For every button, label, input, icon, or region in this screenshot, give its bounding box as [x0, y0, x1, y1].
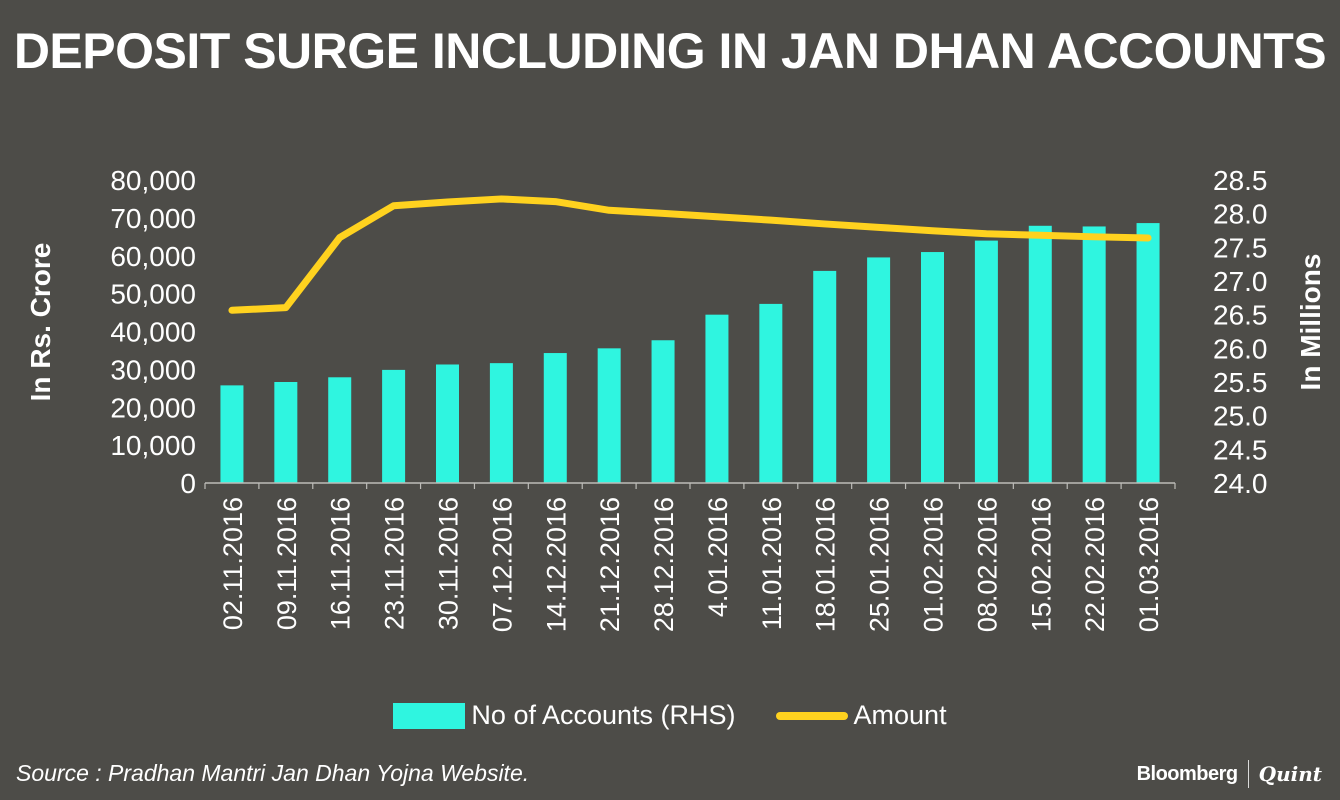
bar-series — [220, 223, 1160, 484]
y-tick-label-right: 28.5 — [1213, 165, 1268, 196]
y-tick-label-right: 24.0 — [1213, 468, 1268, 499]
x-tick-label: 07.12.2016 — [487, 497, 517, 632]
bar-accounts — [867, 257, 891, 483]
y-tick-label-right: 27.5 — [1213, 232, 1268, 263]
legend-item-amount: Amount — [775, 700, 947, 731]
brand-primary: Bloomberg — [1136, 762, 1239, 785]
bar-accounts — [543, 353, 567, 483]
x-tick-label: 4.01.2016 — [703, 497, 733, 617]
legend-label-accounts: No of Accounts (RHS) — [471, 700, 736, 730]
bar-accounts — [382, 369, 406, 483]
legend-swatch-amount — [775, 711, 848, 720]
bar-accounts — [220, 385, 244, 483]
bar-accounts — [436, 364, 459, 483]
y-tick-label-left: 0 — [180, 468, 196, 499]
y-tick-label-left: 10,000 — [110, 430, 196, 461]
y-tick-label-right: 25.0 — [1213, 401, 1268, 432]
x-tick-label: 01.02.2016 — [919, 497, 949, 632]
x-tick-label: 28.12.2016 — [649, 497, 679, 632]
bar-accounts — [597, 348, 621, 483]
y-axis-title-right: In Millions — [1295, 254, 1326, 391]
x-tick-label: 18.01.2016 — [811, 497, 841, 632]
x-tick-label: 09.11.2016 — [272, 497, 302, 630]
bar-accounts — [1028, 225, 1052, 483]
bar-accounts — [274, 382, 298, 483]
y-axis-title-left: In Rs. Crore — [25, 243, 56, 402]
bar-accounts — [1082, 226, 1106, 483]
y-tick-label-left: 60,000 — [110, 241, 196, 272]
x-tick-label: 15.02.2016 — [1026, 497, 1056, 632]
y-tick-label-right: 24.5 — [1213, 434, 1268, 465]
bar-accounts — [651, 340, 675, 483]
legend-swatch-accounts — [393, 702, 466, 729]
x-tick-label: 22.02.2016 — [1080, 497, 1110, 632]
legend: No of Accounts (RHS) Amount — [0, 700, 1340, 731]
y-tick-label-right: 28.0 — [1213, 199, 1268, 230]
bar-accounts — [759, 303, 783, 483]
axes — [204, 482, 1176, 489]
x-tick-label: 11.01.2016 — [757, 497, 787, 630]
line-series — [228, 195, 1152, 314]
bar-accounts — [489, 363, 513, 483]
x-tick-label: 25.01.2016 — [865, 497, 895, 632]
source-note: Source : Pradhan Mantri Jan Dhan Yojna W… — [16, 760, 530, 786]
brand-logo: Bloomberg Quint — [1137, 760, 1322, 788]
x-tick-label: 23.11.2016 — [380, 497, 410, 630]
y-tick-label-left: 40,000 — [110, 317, 196, 348]
y-tick-label-left: 20,000 — [110, 392, 196, 423]
bar-accounts — [974, 240, 998, 483]
x-tick-label: 08.02.2016 — [972, 497, 1002, 632]
legend-label-amount: Amount — [853, 700, 947, 730]
y-tick-label-right: 25.5 — [1213, 367, 1268, 398]
bar-accounts — [921, 252, 944, 483]
y-tick-label-left: 70,000 — [110, 203, 196, 234]
x-tick-label: 21.12.2016 — [595, 497, 625, 632]
x-tick-label: 02.11.2016 — [218, 497, 248, 630]
bar-accounts — [813, 270, 837, 483]
legend-item-accounts: No of Accounts (RHS) — [393, 700, 736, 731]
y-tick-label-left: 30,000 — [110, 354, 196, 385]
x-tick-label: 30.11.2016 — [434, 497, 464, 630]
x-tick-label: 14.12.2016 — [541, 497, 571, 632]
y-tick-label-right: 26.5 — [1213, 300, 1268, 331]
line-amount — [228, 195, 1152, 314]
bar-accounts — [328, 377, 352, 483]
brand-divider — [1247, 760, 1249, 788]
y-tick-label-right: 26.0 — [1213, 333, 1268, 364]
chart-title: DEPOSIT SURGE INCLUDING IN JAN DHAN ACCO… — [13, 23, 1327, 79]
x-tick-label: 01.03.2016 — [1134, 497, 1164, 632]
bar-accounts — [1136, 223, 1160, 484]
bar-accounts — [705, 314, 729, 483]
combo-chart: 0 10,000 20,000 30,000 40,000 50,000 60,000 70,… — [25, 165, 1326, 632]
brand-secondary: Quint — [1258, 762, 1322, 786]
y-tick-label-left: 50,000 — [110, 279, 196, 310]
axis-labels: 0 10,000 20,000 30,000 40,000 50,000 60,000 70,… — [25, 165, 1326, 632]
x-tick-label: 16.11.2016 — [326, 497, 356, 630]
y-tick-label-left: 80,000 — [110, 165, 196, 196]
y-tick-label-right: 27.0 — [1213, 266, 1268, 297]
